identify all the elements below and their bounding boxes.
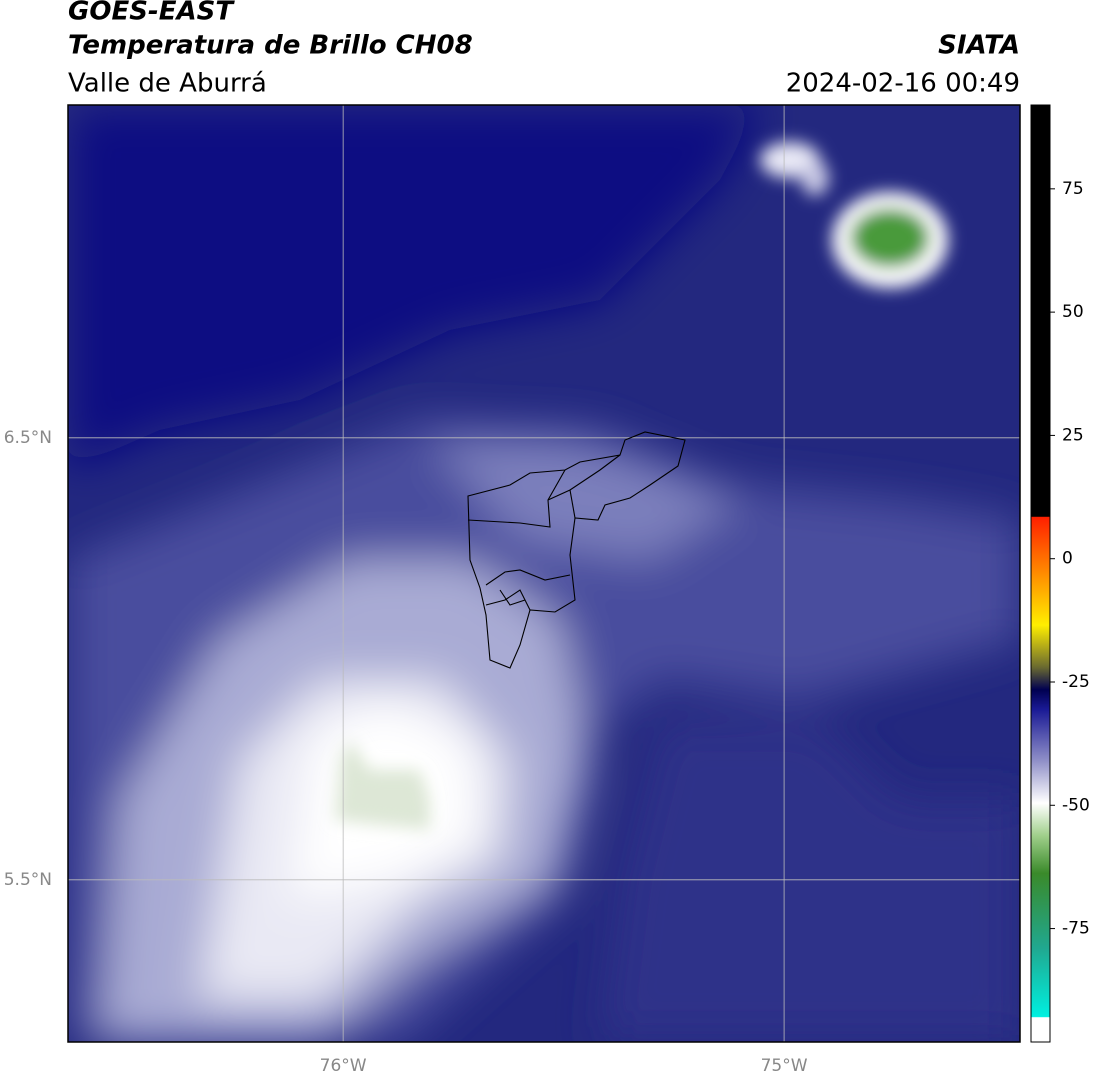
subtitle: Temperatura de Brillo CH08 [68, 31, 473, 61]
lat-label: 6.5°N [4, 428, 52, 448]
lat-label: 5.5°N [4, 870, 52, 890]
colorbar-tick-label: -50 [1062, 795, 1090, 815]
datetime: 2024-02-16 00:49 [786, 69, 1020, 99]
colorbar-tick-label: 50 [1062, 302, 1084, 322]
lon-label: 75°W [761, 1056, 808, 1076]
colorbar [1030, 104, 1051, 1043]
region: Valle de Aburrá [68, 69, 267, 99]
imagery [68, 105, 1020, 1042]
lon-label: 76°W [320, 1056, 367, 1076]
colorbar-tick-label: 25 [1062, 425, 1084, 445]
municipal-boundaries [467, 431, 686, 669]
colorbar-tick-label: 75 [1062, 179, 1084, 199]
source: SIATA [938, 31, 1020, 61]
map-frame [67, 104, 1021, 1043]
title: GOES-EAST [68, 0, 235, 27]
colorbar-tick-label: -75 [1062, 919, 1090, 939]
colorbar-tick-label: -25 [1062, 672, 1090, 692]
colorbar-tick-label: 0 [1062, 549, 1073, 569]
graticule [68, 105, 1020, 1042]
